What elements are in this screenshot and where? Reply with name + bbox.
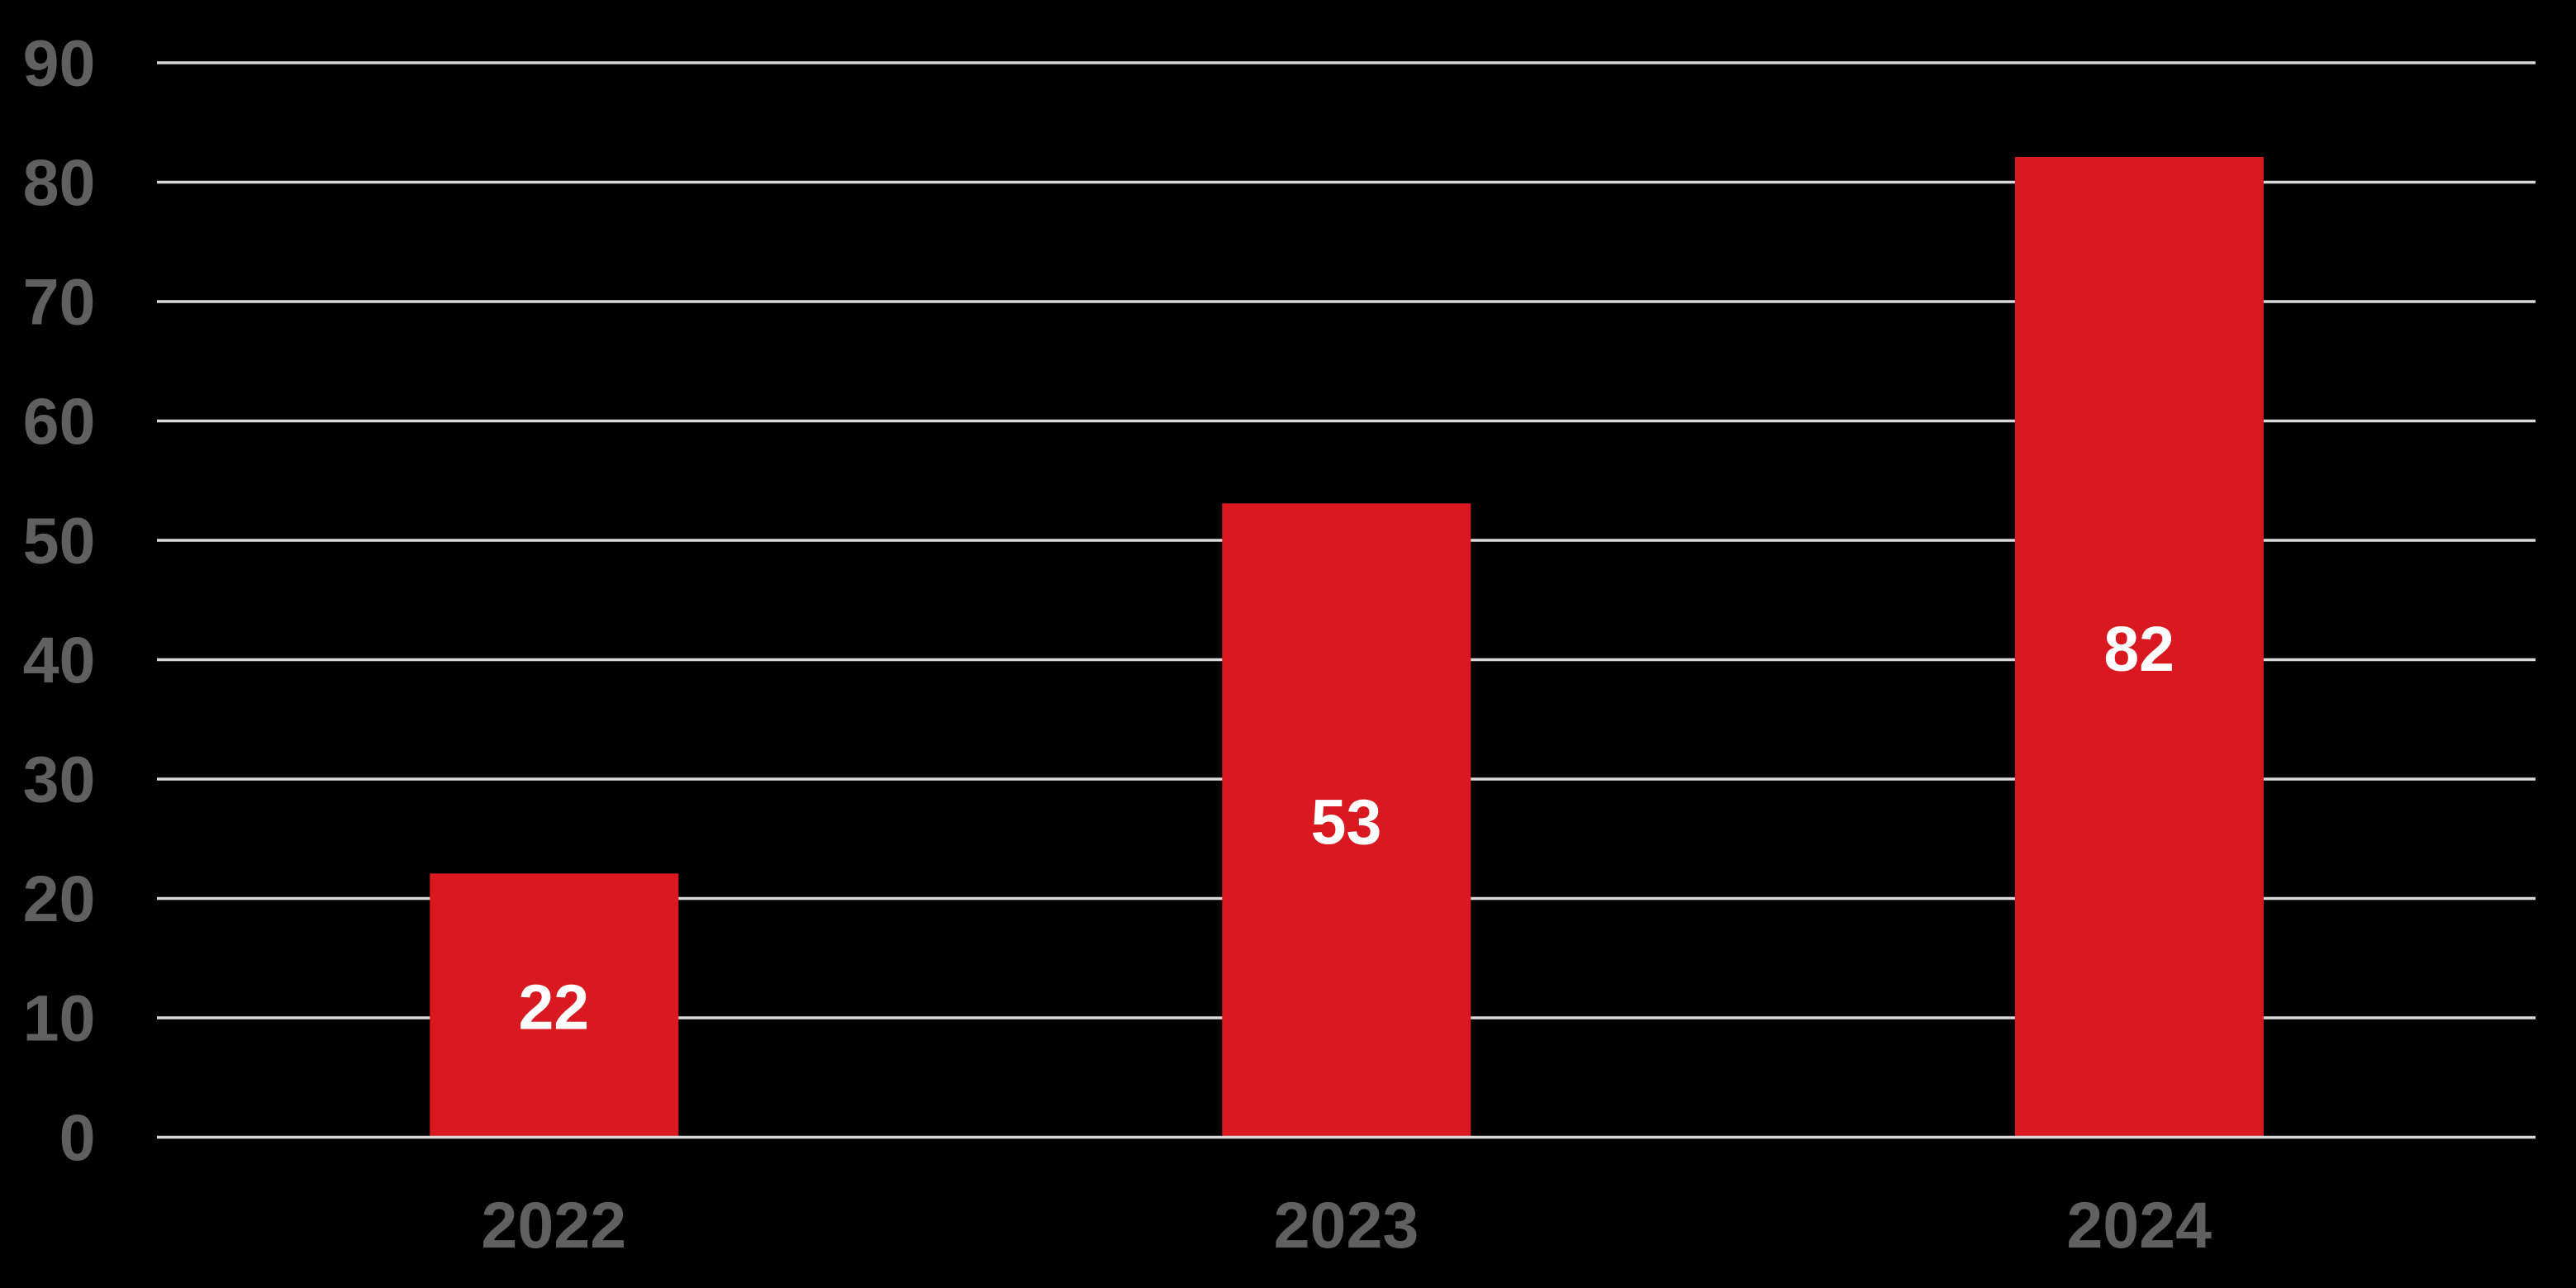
svg-text:53: 53 bbox=[1311, 787, 1382, 858]
svg-text:40: 40 bbox=[23, 623, 96, 696]
svg-text:80: 80 bbox=[23, 145, 96, 219]
svg-text:2022: 2022 bbox=[481, 1188, 626, 1262]
svg-text:2024: 2024 bbox=[2066, 1188, 2212, 1262]
svg-text:10: 10 bbox=[23, 981, 96, 1055]
svg-text:70: 70 bbox=[23, 265, 96, 339]
svg-text:90: 90 bbox=[23, 26, 96, 100]
svg-text:30: 30 bbox=[23, 743, 96, 816]
svg-text:82: 82 bbox=[2103, 614, 2174, 685]
svg-text:20: 20 bbox=[23, 862, 96, 935]
svg-text:60: 60 bbox=[23, 384, 96, 458]
svg-text:22: 22 bbox=[518, 972, 589, 1043]
svg-text:50: 50 bbox=[23, 504, 96, 577]
svg-text:0: 0 bbox=[59, 1100, 96, 1174]
svg-text:2023: 2023 bbox=[1274, 1188, 1419, 1262]
